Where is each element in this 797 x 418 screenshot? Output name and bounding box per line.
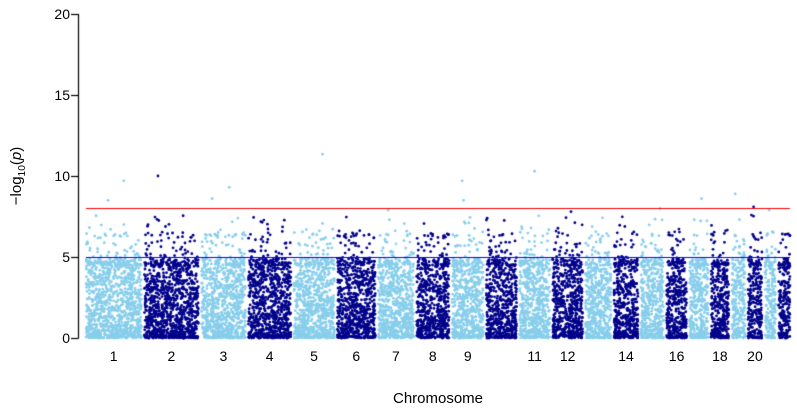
y-axis-label-open-paren: ( [8,160,25,166]
y-axis-label: −log10(p) [8,106,28,246]
x-tick-label: 4 [265,348,274,364]
y-axis-label-prefix: −log [8,176,25,206]
x-tick-label: 18 [712,348,728,364]
y-tick-label: 10 [54,168,70,184]
x-tick-label: 16 [668,348,685,364]
y-axis-label-variable: p [8,151,25,161]
x-tick-label: 11 [527,348,542,364]
x-axis-label: Chromosome [392,390,484,407]
y-tick-label: 20 [54,6,70,22]
x-tick-label: 5 [310,348,318,364]
y-axis-label-close-paren: ) [8,146,25,152]
x-tick-label: 2 [167,348,176,364]
x-tick-label: 8 [428,348,437,364]
x-tick-label: 9 [463,348,472,364]
x-tick-label: 7 [392,348,400,364]
x-tick-label: 6 [352,348,361,364]
x-tick-label: 3 [219,348,228,364]
x-tick-label: 12 [559,348,576,364]
y-axis-label-subscript: 10 [17,165,28,177]
y-tick-label: 0 [62,330,70,346]
x-tick-label: 14 [618,348,634,364]
x-tick-label: 20 [747,348,763,364]
y-tick-label: 15 [54,87,70,103]
y-tick-label: 5 [62,249,70,265]
x-tick-label: 1 [109,348,118,364]
